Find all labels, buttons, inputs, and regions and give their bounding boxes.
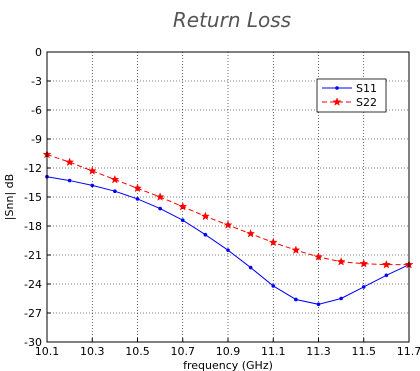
x-tick-label: 11.5 [352,345,377,358]
data-point-s22 [381,259,391,269]
data-point-s11 [158,206,162,211]
data-point-s11 [203,232,208,237]
data-point-s22 [291,245,301,254]
x-tick-label: 11.7 [397,345,420,358]
data-point-s11 [384,273,389,278]
data-point-s22 [268,237,278,247]
x-tick-label: 10.7 [171,345,196,358]
data-point-s11 [339,296,343,301]
legend-label-s11: S11 [356,82,377,95]
chart-title: Return Loss [173,8,291,32]
y-tick-label: -24 [24,278,42,291]
data-point-s11 [361,285,366,289]
y-tick-label: -21 [24,249,42,262]
y-tick-label: -6 [31,104,42,117]
y-tick-label: -27 [24,307,42,320]
x-tick-label: 10.3 [80,345,105,358]
data-point-s11 [335,86,339,90]
data-point-s22 [223,220,233,229]
y-axis: 0 -3 -6 -9 -12 -15 -18 -21 -24 -27 -30 [24,46,51,349]
x-tick-label: 11.3 [306,345,331,358]
data-point-s22 [178,201,188,211]
data-point-s22 [359,258,369,268]
y-tick-label: -30 [24,336,42,349]
data-point-s11 [67,178,72,183]
y-axis-label: |Snn| dB [3,174,16,220]
y-tick-label: -12 [24,162,42,175]
data-point-s11 [113,189,117,193]
data-point-s11 [90,183,95,188]
data-point-s22 [155,192,165,201]
x-tick-label: 11.1 [261,345,286,358]
data-point-s11 [316,302,321,307]
data-point-s22 [314,252,323,261]
data-point-s22 [336,257,346,266]
x-axis-label: frequency (GHz) [183,359,273,371]
data-point-s22 [110,174,120,184]
data-point-s22 [133,183,142,193]
data-point-s11 [271,284,276,288]
plot-frame [46,51,410,343]
data-point-s22 [246,229,256,238]
y-tick-label: 0 [35,46,42,59]
data-point-s11 [180,218,185,222]
legend-label-s22: S22 [356,96,377,109]
x-axis: 10.1 10.3 10.5 10.7 10.9 11.1 11.3 11.5 11.7 [35,338,420,358]
data-point-s22 [200,211,210,221]
data-point-s11 [248,265,253,270]
x-tick-label: 10.1 [35,345,60,358]
y-tick-label: -3 [31,75,42,88]
data-point-s22 [332,97,342,106]
x-tick-label: 10.5 [125,345,150,358]
series-s11 [45,174,411,307]
legend-box [316,78,387,113]
x-tick-label: 10.9 [216,345,241,358]
y-tick-label: -9 [31,133,42,146]
data-point-s22 [87,166,97,175]
y-tick-label: -15 [24,191,42,204]
y-tick-label: -18 [24,220,42,233]
data-point-s11 [135,197,140,201]
data-point-s11 [294,297,298,302]
data-point-s11 [226,248,230,252]
data-point-s22 [65,157,75,167]
